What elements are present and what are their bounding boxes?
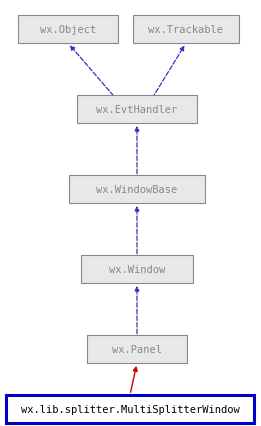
FancyBboxPatch shape xyxy=(77,96,197,124)
Text: wx.Panel: wx.Panel xyxy=(112,344,162,354)
Text: wx.Window: wx.Window xyxy=(109,265,165,274)
FancyBboxPatch shape xyxy=(133,16,239,44)
Text: wx.WindowBase: wx.WindowBase xyxy=(96,184,178,195)
Text: wx.Trackable: wx.Trackable xyxy=(149,25,223,35)
Text: wx.Object: wx.Object xyxy=(40,25,96,35)
FancyBboxPatch shape xyxy=(18,16,118,44)
Text: wx.lib.splitter.MultiSplitterWindow: wx.lib.splitter.MultiSplitterWindow xyxy=(21,404,239,414)
FancyBboxPatch shape xyxy=(87,335,187,363)
FancyBboxPatch shape xyxy=(81,256,193,283)
Text: wx.EvtHandler: wx.EvtHandler xyxy=(96,105,178,115)
FancyBboxPatch shape xyxy=(6,395,254,423)
FancyBboxPatch shape xyxy=(69,176,205,204)
